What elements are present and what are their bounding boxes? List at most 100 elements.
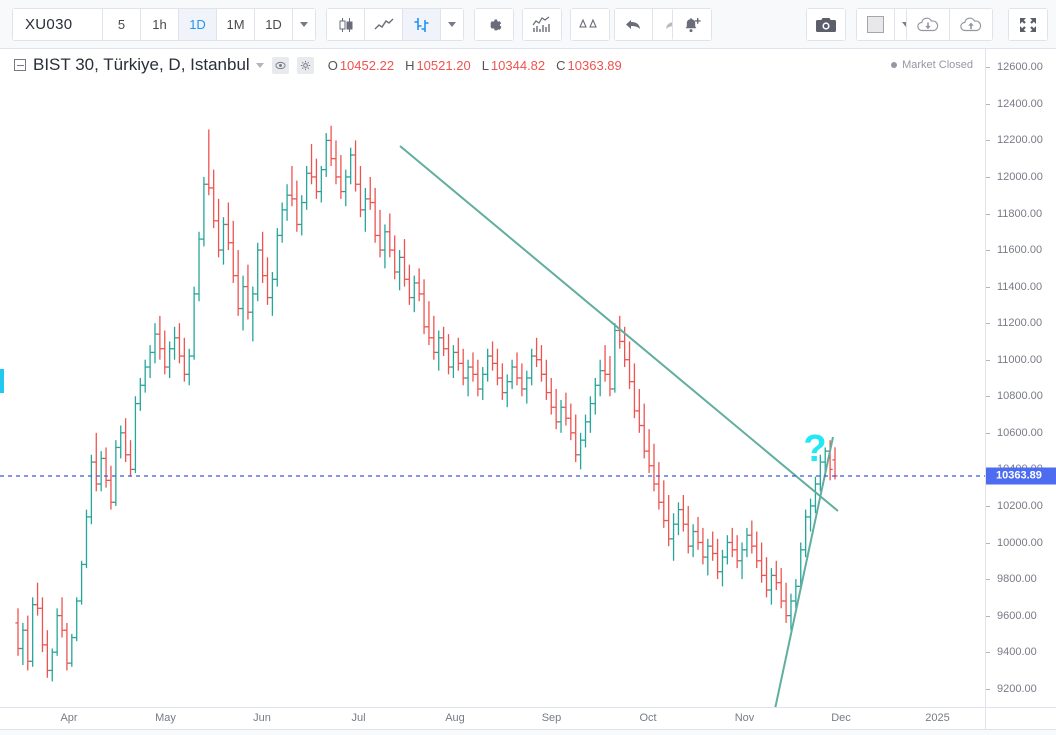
compare-icon-button[interactable] bbox=[571, 9, 609, 40]
indicators-icon bbox=[531, 16, 553, 34]
cloud-upload-icon bbox=[958, 16, 984, 34]
market-status-badge: Market Closed bbox=[891, 59, 973, 71]
layout-swatch-icon bbox=[867, 16, 884, 33]
time-axis[interactable]: Apr May Jun Jul Aug Sep Oct Nov Dec 2025 bbox=[0, 707, 985, 729]
series-settings-gear-icon[interactable] bbox=[296, 56, 314, 74]
price-axis[interactable]: 12600.00 12400.00 12200.00 12000.00 11800.00… bbox=[985, 49, 1056, 707]
price-tick: 11600.00 bbox=[986, 244, 1056, 256]
interval-dropdown-button[interactable] bbox=[293, 9, 315, 40]
status-dot-icon bbox=[891, 62, 898, 68]
price-tick: 12000.00 bbox=[986, 171, 1056, 183]
chevron-down-icon bbox=[300, 22, 308, 27]
fullscreen-group bbox=[1008, 8, 1048, 41]
visibility-eye-icon[interactable] bbox=[271, 56, 289, 74]
price-tick: 10600.00 bbox=[986, 427, 1056, 439]
price-tick: 11400.00 bbox=[986, 281, 1056, 293]
high-value: 10521.20 bbox=[416, 57, 471, 73]
top-toolbar: XU030 5 1h 1D 1M 1D bbox=[0, 0, 1056, 49]
undo-icon-button[interactable] bbox=[615, 9, 653, 40]
symbol-interval-group: XU030 5 1h 1D 1M 1D bbox=[12, 8, 316, 41]
interval-1m[interactable]: 1M bbox=[217, 9, 255, 40]
fullscreen-icon-button[interactable] bbox=[1009, 9, 1047, 40]
price-series-plot: ? bbox=[0, 125, 985, 707]
indicators-icon-button[interactable] bbox=[523, 9, 561, 40]
current-price-label: 10363.89 bbox=[986, 467, 1056, 485]
collapse-icon[interactable] bbox=[14, 59, 26, 71]
cloud-save-icon-button[interactable] bbox=[950, 9, 992, 40]
low-key: L bbox=[481, 57, 489, 73]
alert-bell-icon bbox=[682, 16, 702, 34]
cloud-group bbox=[906, 8, 993, 41]
snapshot-camera-icon-button[interactable] bbox=[807, 9, 845, 40]
chevron-down-icon[interactable] bbox=[255, 62, 264, 68]
camera-icon bbox=[815, 16, 837, 34]
line-icon-button[interactable] bbox=[365, 9, 403, 40]
time-tick: Jun bbox=[253, 712, 271, 724]
settings-gear-icon-button[interactable] bbox=[475, 9, 513, 40]
alert-bell-icon-button[interactable] bbox=[673, 9, 711, 40]
candles-icon bbox=[337, 16, 355, 34]
bars-icon-button[interactable] bbox=[403, 9, 441, 40]
price-tick: 12600.00 bbox=[986, 61, 1056, 73]
time-tick: Oct bbox=[639, 712, 657, 724]
chevron-down-icon bbox=[448, 22, 456, 27]
settings-group bbox=[474, 8, 514, 41]
price-tick: 10200.00 bbox=[986, 500, 1056, 512]
legend-title: BIST 30, Türkiye, D, Istanbul bbox=[33, 55, 250, 74]
interval-1h[interactable]: 1h bbox=[141, 9, 179, 40]
symbol-input[interactable]: XU030 bbox=[13, 9, 103, 40]
alert-group bbox=[672, 8, 712, 41]
layout-swatch-icon-button[interactable] bbox=[857, 9, 895, 40]
price-tick: 11200.00 bbox=[986, 317, 1056, 329]
price-tick: 10000.00 bbox=[986, 537, 1056, 549]
indicators-group bbox=[522, 8, 562, 41]
low-value: 10344.82 bbox=[490, 57, 546, 73]
time-tick: Sep bbox=[541, 712, 562, 724]
chart-canvas[interactable]: BIST 30, Türkiye, D, Istanbul bbox=[0, 49, 985, 707]
axis-corner bbox=[985, 707, 1056, 729]
price-tick: 9600.00 bbox=[986, 610, 1056, 622]
compare-group bbox=[570, 8, 610, 41]
snapshot-group bbox=[806, 8, 846, 41]
open-value: 10452.22 bbox=[339, 57, 395, 73]
time-tick: 2025 bbox=[925, 712, 950, 724]
chart-type-group bbox=[326, 8, 464, 41]
cloud-download-icon bbox=[915, 16, 941, 34]
ohlc-bars bbox=[15, 125, 838, 682]
interval-1d[interactable]: 1D bbox=[255, 9, 293, 40]
interval-1d-active[interactable]: 1D bbox=[179, 9, 217, 40]
close-value: 10363.89 bbox=[567, 57, 622, 73]
price-tick: 9400.00 bbox=[986, 646, 1056, 658]
ohlc-values: O 10452.22 H 10521.20 L 10344.82 C 10363… bbox=[328, 58, 633, 73]
time-tick: Nov bbox=[734, 712, 755, 724]
open-key: O bbox=[327, 57, 338, 73]
chart-legend: BIST 30, Türkiye, D, Istanbul bbox=[14, 55, 633, 75]
price-tick: 12200.00 bbox=[986, 134, 1056, 146]
time-tick: Jul bbox=[351, 712, 366, 724]
line-icon bbox=[374, 16, 394, 34]
close-key: C bbox=[556, 57, 566, 73]
candles-icon-button[interactable] bbox=[327, 9, 365, 40]
bars-icon bbox=[412, 16, 432, 34]
descending-resistance bbox=[399, 145, 839, 512]
bottom-status-bar bbox=[0, 729, 1056, 735]
compare-scales-icon bbox=[579, 16, 601, 34]
drawing-toolbar-marker[interactable] bbox=[0, 369, 4, 393]
time-tick: Dec bbox=[831, 712, 851, 724]
time-tick: Aug bbox=[445, 712, 465, 724]
gear-icon bbox=[484, 15, 504, 35]
price-tick: 9800.00 bbox=[986, 573, 1056, 585]
interval-5[interactable]: 5 bbox=[103, 9, 141, 40]
undo-arrow-icon bbox=[625, 17, 643, 33]
question-mark: ? bbox=[803, 428, 826, 470]
price-tick: 11800.00 bbox=[986, 208, 1056, 220]
price-tick: 12400.00 bbox=[986, 98, 1056, 110]
chart-type-dropdown-button[interactable] bbox=[441, 9, 463, 40]
price-tick: 11000.00 bbox=[986, 354, 1056, 366]
price-tick: 10800.00 bbox=[986, 390, 1056, 402]
price-tick: 9200.00 bbox=[986, 683, 1056, 695]
time-tick: May bbox=[155, 712, 176, 724]
cloud-load-icon-button[interactable] bbox=[907, 9, 950, 40]
fullscreen-icon bbox=[1018, 16, 1038, 34]
